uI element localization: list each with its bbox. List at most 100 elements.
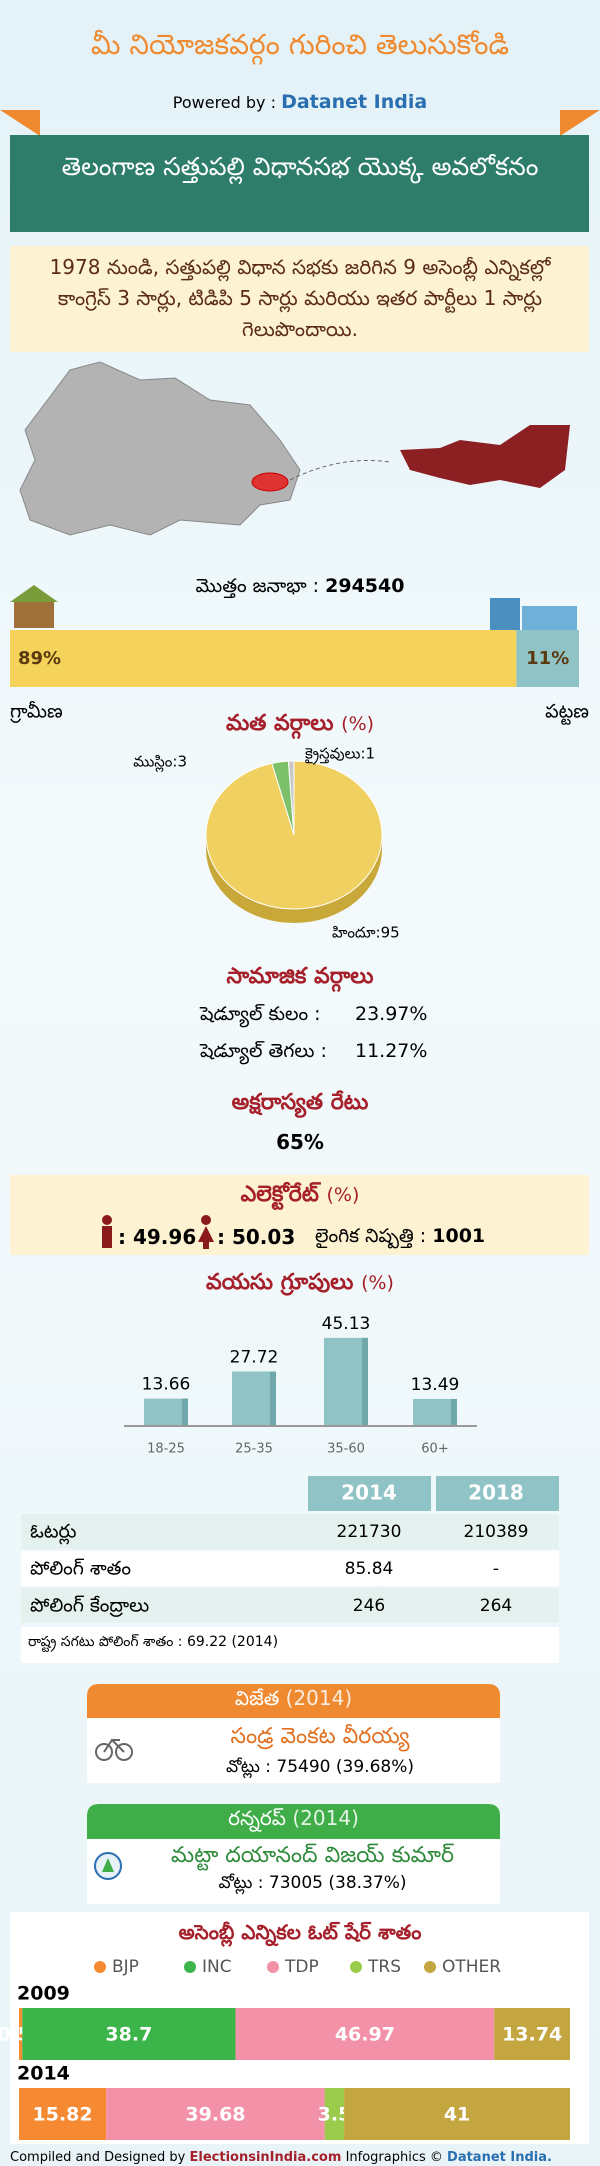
age-bar bbox=[413, 1398, 457, 1425]
label: లైంగిక నిష్పత్తి : bbox=[315, 1225, 427, 1247]
powered-label: Powered by : bbox=[172, 93, 276, 112]
sep: : bbox=[118, 1225, 126, 1249]
age-bar-side bbox=[270, 1371, 276, 1425]
brand: Datanet India bbox=[281, 91, 428, 113]
settlement-label: 89% bbox=[18, 648, 61, 669]
table-row-label: పోలింగ్ శాతం bbox=[30, 1558, 131, 1580]
footer: Compiled and Designed by ElectionsinIndi… bbox=[10, 2150, 552, 2165]
corner bbox=[560, 110, 600, 136]
age-bar bbox=[232, 1371, 276, 1425]
share-segment bbox=[19, 2088, 107, 2140]
table-cell: 246 bbox=[353, 1596, 385, 1616]
settlement-bar bbox=[10, 630, 517, 687]
settlement-bar bbox=[516, 630, 579, 687]
map-arrow bbox=[289, 460, 391, 481]
age-bar-side bbox=[182, 1398, 188, 1425]
sex-ratio: లైంగిక నిష్పత్తి : 1001 bbox=[315, 1225, 485, 1252]
runner-name: మట్టా దయానంద్ విజయ్ కుమార్ bbox=[170, 1843, 455, 1868]
table-cell: 210389 bbox=[464, 1522, 529, 1542]
social-value: 11.27% bbox=[355, 1040, 428, 1062]
title: రన్నరప్ bbox=[228, 1806, 287, 1830]
age-category: 60+ bbox=[421, 1442, 448, 1457]
pie-slice bbox=[287, 760, 295, 836]
table-header bbox=[436, 1476, 559, 1511]
age-value: 45.13 bbox=[322, 1314, 371, 1334]
religion-title: మత వర్గాలు (%) bbox=[0, 711, 600, 741]
table-cell: 264 bbox=[480, 1596, 512, 1616]
legend-label: TRS bbox=[367, 1957, 401, 1977]
settlement-category: గ్రామీణ bbox=[10, 701, 63, 724]
share: (39.68%) bbox=[335, 1757, 415, 1777]
powered-by: Powered by : Datanet India bbox=[0, 91, 600, 113]
age-value: 13.49 bbox=[411, 1375, 460, 1395]
legend-label: OTHER bbox=[442, 1957, 501, 1977]
table-row bbox=[21, 1551, 559, 1586]
social-label: షెడ్యూల్ తెగలు : bbox=[200, 1040, 327, 1062]
age-title: వయసు గ్రూపులు (%) bbox=[0, 1270, 600, 1300]
age-category: 18-25 bbox=[147, 1442, 185, 1457]
year: (2014) bbox=[285, 1686, 353, 1710]
pie-label: ముస్లిం:3 bbox=[133, 753, 187, 773]
literacy-value: 65% bbox=[276, 1130, 324, 1154]
age-category: 35-60 bbox=[327, 1442, 365, 1457]
runner-title: రన్నరప్ (2014) bbox=[87, 1806, 500, 1835]
label: వోట్లు : bbox=[218, 1873, 264, 1893]
population-label: మొత్తం జనాభా : bbox=[195, 575, 320, 597]
share-label: 3.5 bbox=[318, 2104, 352, 2126]
winner-title: విజేత (2014) bbox=[87, 1686, 500, 1715]
legend-label: BJP bbox=[112, 1957, 139, 1977]
settlement-label: 11% bbox=[526, 648, 569, 669]
winner-body bbox=[87, 1718, 500, 1783]
share-segment bbox=[324, 2088, 345, 2140]
table-row-label: పోలింగ్ కేంద్రాలు bbox=[30, 1595, 149, 1618]
share-label: 41 bbox=[444, 2104, 470, 2126]
title: మత వర్గాలు bbox=[225, 711, 334, 736]
female-share: : 50.03 bbox=[217, 1225, 295, 1249]
table-cell: - bbox=[493, 1559, 499, 1579]
brand: Datanet India. bbox=[447, 2150, 552, 2165]
legend-label: INC bbox=[202, 1957, 232, 1977]
population-value: 294540 bbox=[325, 575, 405, 597]
map-highlight bbox=[251, 472, 289, 492]
social-label: షెడ్యూల్ కులం : bbox=[200, 1003, 321, 1025]
male-share: : 49.96 bbox=[118, 1225, 196, 1249]
winner-votes: వోట్లు : 75490 (39.68%) bbox=[140, 1757, 500, 1781]
share-segment bbox=[22, 2008, 236, 2060]
table-row bbox=[21, 1588, 559, 1623]
legend-swatch bbox=[184, 1961, 196, 1973]
table-cell: 85.84 bbox=[345, 1559, 394, 1579]
credit: Compiled and Designed by bbox=[10, 2150, 186, 2165]
cycle-icon bbox=[95, 1738, 133, 1761]
share-segment bbox=[235, 2008, 495, 2060]
building-icon bbox=[490, 598, 520, 630]
label: వోట్లు : bbox=[225, 1757, 272, 1777]
title: ఎలెక్టోరేట్ bbox=[240, 1182, 319, 1207]
year-label: 2009 bbox=[17, 1983, 70, 2005]
age-category: 25-35 bbox=[235, 1442, 273, 1457]
share: (38.37%) bbox=[328, 1873, 407, 1893]
table-row-label: ఓటర్లు bbox=[30, 1521, 76, 1546]
legend-swatch bbox=[267, 1961, 279, 1973]
map-constituency bbox=[400, 425, 570, 488]
age-bar-side bbox=[362, 1337, 368, 1425]
runner-votes: వోట్లు : 73005 (38.37%) bbox=[125, 1873, 500, 1897]
site: ElectionsinIndia.com bbox=[189, 2150, 342, 2165]
sep: : bbox=[217, 1225, 225, 1249]
value: 49.96 bbox=[132, 1225, 197, 1249]
winner-header bbox=[87, 1684, 500, 1718]
legend-swatch bbox=[350, 1961, 362, 1973]
votes: 75490 bbox=[276, 1757, 331, 1777]
votes: 73005 bbox=[268, 1873, 324, 1893]
social-title: సామాజిక వర్గాలు bbox=[226, 964, 374, 989]
table-cell: 221730 bbox=[337, 1522, 402, 1542]
age-value: 13.66 bbox=[142, 1375, 191, 1395]
runner-body bbox=[87, 1839, 500, 1904]
value: 50.03 bbox=[231, 1225, 296, 1249]
page-title: మీ నియోజకవర్గం గురించి తెలుసుకోండి bbox=[90, 28, 510, 61]
table-row bbox=[21, 1514, 559, 1549]
female-icon bbox=[198, 1215, 214, 1249]
table-header bbox=[308, 1476, 431, 1511]
age-bar bbox=[324, 1337, 368, 1425]
